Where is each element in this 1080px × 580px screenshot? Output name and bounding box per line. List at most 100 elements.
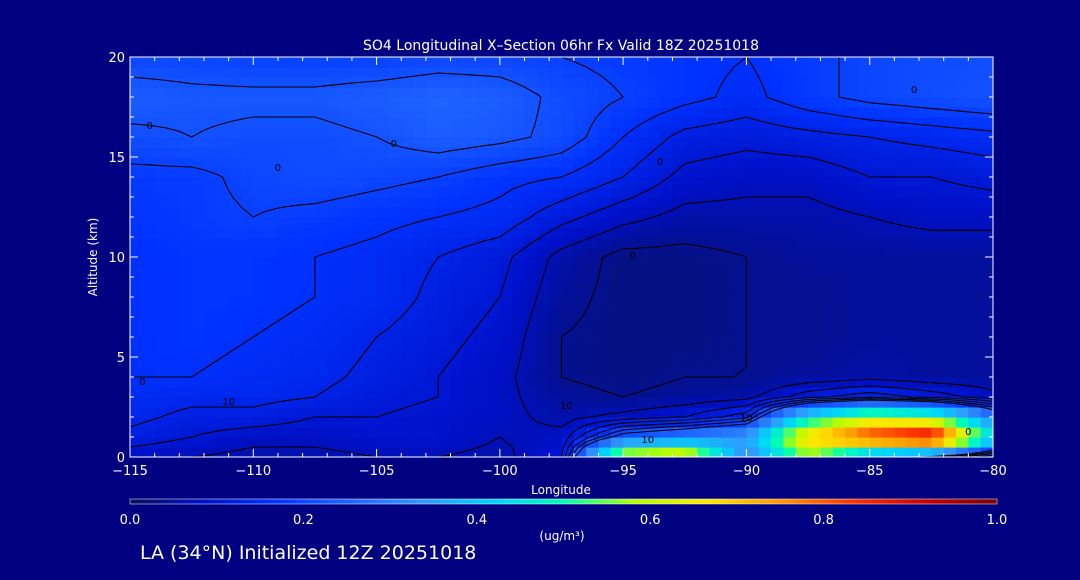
field-cell: [980, 127, 993, 138]
field-cell: [561, 207, 575, 218]
field-cell: [327, 227, 341, 238]
field-cell: [783, 367, 797, 378]
field-cell: [364, 317, 378, 328]
field-cell: [746, 157, 760, 168]
field-cell: [660, 57, 674, 68]
field-cell: [216, 337, 230, 348]
field-cell: [635, 437, 649, 448]
field-cell: [857, 417, 871, 428]
field-cell: [758, 357, 772, 368]
field-cell: [179, 317, 193, 328]
field-cell: [216, 247, 230, 258]
field-cell: [882, 247, 895, 258]
field-cell: [438, 437, 452, 448]
field-cell: [684, 197, 698, 208]
field-cell: [388, 407, 402, 418]
field-cell: [721, 217, 735, 228]
field-cell: [610, 277, 624, 288]
field-cell: [919, 137, 932, 148]
field-cell: [339, 137, 353, 148]
field-cell: [845, 287, 858, 298]
field-cell: [536, 97, 550, 108]
field-cell: [734, 417, 748, 428]
field-cell: [623, 277, 637, 288]
field-cell: [253, 387, 267, 398]
field-cell: [302, 57, 316, 68]
field-cell: [882, 227, 895, 238]
field-cell: [573, 267, 587, 278]
field-cell: [450, 227, 464, 238]
field-cell: [980, 137, 993, 148]
field-cell: [919, 167, 932, 178]
field-cell: [327, 277, 341, 288]
field-cell: [721, 107, 735, 118]
field-cell: [598, 77, 612, 88]
field-cell: [672, 157, 686, 168]
field-cell: [179, 357, 193, 368]
field-cell: [845, 177, 858, 188]
field-cell: [820, 247, 834, 258]
field-cell: [364, 77, 378, 88]
field-cell: [240, 197, 254, 208]
field-cell: [302, 287, 316, 298]
field-cell: [561, 277, 575, 288]
field-cell: [512, 67, 526, 78]
field-cell: [277, 377, 291, 388]
field-cell: [635, 367, 649, 378]
field-cell: [894, 297, 908, 308]
field-cell: [351, 387, 365, 398]
field-cell: [968, 77, 982, 88]
field-cell: [462, 297, 476, 308]
contour-label: 0: [139, 377, 145, 388]
field-cell: [857, 67, 871, 78]
field-cell: [413, 67, 427, 78]
field-cell: [635, 387, 649, 398]
field-cell: [598, 87, 612, 98]
field-cell: [746, 177, 760, 188]
field-cell: [845, 227, 858, 238]
field-cell: [906, 427, 920, 438]
field-cell: [388, 377, 402, 388]
field-cell: [388, 257, 402, 268]
field-cell: [845, 387, 858, 398]
field-cell: [487, 207, 501, 218]
field-cell: [980, 437, 993, 448]
contour-line: [191, 196, 993, 457]
field-cell: [635, 327, 649, 338]
field-cell: [869, 147, 883, 158]
field-cell: [845, 217, 858, 228]
field-cell: [228, 337, 242, 348]
field-cell: [327, 337, 341, 348]
field-cell: [598, 107, 612, 118]
field-cell: [130, 137, 143, 148]
field-cell: [647, 427, 661, 438]
field-cell: [672, 147, 686, 158]
field-cell: [845, 137, 858, 148]
field-cell: [401, 307, 415, 318]
field-cell: [598, 207, 612, 218]
field-cell: [598, 197, 612, 208]
field-cell: [672, 77, 686, 88]
field-cell: [166, 87, 180, 98]
field-cell: [660, 227, 674, 238]
field-cell: [191, 297, 205, 308]
field-cell: [240, 347, 254, 358]
field-cell: [734, 197, 748, 208]
field-cell: [364, 387, 378, 398]
field-cell: [524, 347, 538, 358]
field-cell: [142, 127, 156, 138]
field-cell: [943, 357, 957, 368]
field-cell: [376, 417, 390, 428]
field-cell: [401, 107, 415, 118]
field-cell: [758, 267, 772, 278]
field-cell: [438, 237, 452, 248]
field-cell: [339, 297, 353, 308]
field-cell: [364, 237, 378, 248]
field-cell: [450, 87, 464, 98]
field-cell: [376, 287, 390, 298]
field-cell: [327, 157, 341, 168]
field-cell: [253, 427, 267, 438]
field-cell: [684, 57, 698, 68]
field-cell: [771, 347, 785, 358]
field-cell: [425, 87, 439, 98]
